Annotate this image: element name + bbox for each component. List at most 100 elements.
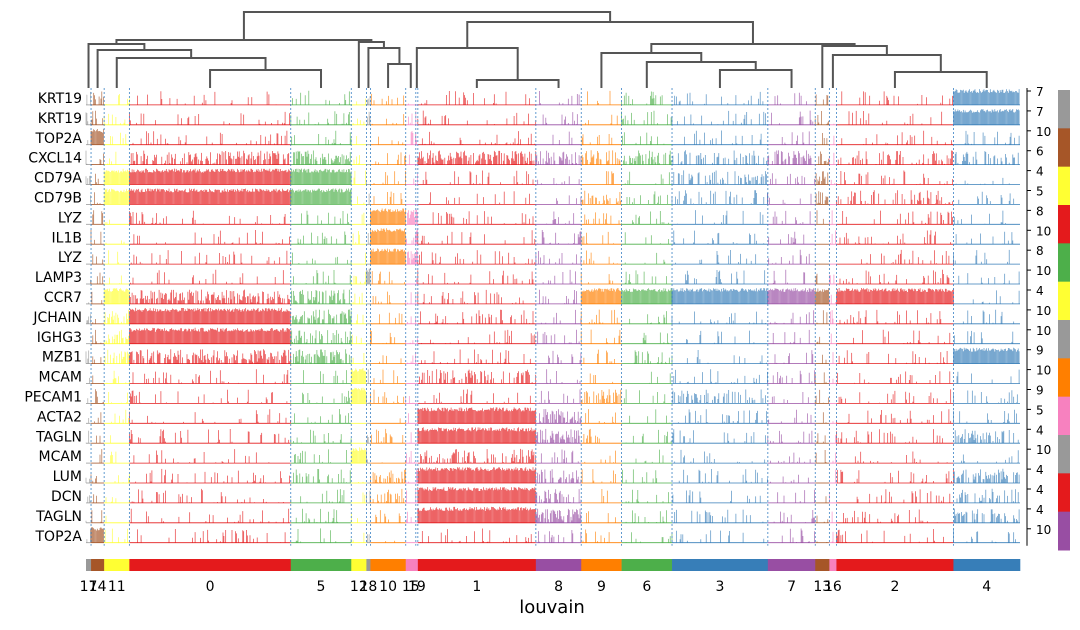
right-axis-label: 4 (1036, 503, 1044, 517)
right-axis-label: 10 (1036, 125, 1051, 139)
expression-bars-group-10 (370, 248, 406, 265)
expression-bars-group-6 (621, 110, 672, 125)
expression-bars-group-0 (129, 150, 290, 165)
colorbar-segment (1058, 166, 1070, 206)
expression-bars-group-19 (415, 132, 418, 145)
expression-bars-group-9 (581, 134, 613, 145)
expression-bars-group-13 (815, 191, 829, 205)
gene-label-cd79b: CD79B (34, 190, 82, 206)
expression-bars-group-11 (103, 188, 130, 205)
expression-bars-group-7 (772, 329, 810, 344)
expression-bars-group-9 (584, 450, 616, 464)
expression-bars-group-9 (581, 150, 621, 165)
expression-bars-group-7 (767, 193, 812, 205)
expression-bars-group-10 (370, 428, 404, 444)
track-row-cd79b (86, 188, 1020, 205)
expression-bars-group-14 (92, 329, 102, 344)
expression-bars-group-11 (104, 219, 130, 225)
expression-bars-group-9 (583, 250, 618, 265)
expression-bars-group-15 (405, 292, 412, 304)
expression-bars-group-12 (356, 98, 367, 105)
expression-bars-group-5 (303, 370, 347, 384)
expression-bars-group-17 (85, 430, 90, 444)
expression-bars-group-1 (417, 150, 537, 165)
expression-bars-group-17 (86, 91, 91, 105)
colorbar-segment (1058, 320, 1070, 359)
group-bar-18 (366, 559, 371, 571)
expression-bars-group-14 (91, 510, 103, 523)
expression-bars-group-7 (773, 510, 815, 523)
group-bar-16 (829, 559, 837, 571)
track-row-jchain (86, 307, 1020, 325)
expression-bars-group-12 (357, 196, 365, 205)
expression-bars-group-3 (674, 449, 766, 464)
expression-bars-group-15 (405, 396, 414, 404)
expression-bars-group-5 (290, 188, 352, 205)
expression-bars-group-13 (814, 111, 830, 125)
expression-bars-group-18 (366, 268, 371, 284)
expression-bars-group-18 (366, 96, 371, 105)
expression-bars-group-0 (137, 529, 286, 543)
expression-bars-group-17 (87, 495, 91, 503)
group-label-17: 17 (80, 579, 98, 595)
expression-bars-group-6 (629, 409, 670, 424)
expression-bars-group-14 (94, 412, 102, 424)
expression-bars-group-3 (686, 330, 755, 344)
expression-bars-group-15 (413, 178, 416, 185)
group-bar-17 (86, 559, 92, 571)
expression-bars-group-3 (672, 530, 765, 543)
expression-bars-group-7 (781, 131, 810, 145)
group-label-15: 15 (402, 579, 420, 595)
expression-bars-group-1 (417, 110, 537, 125)
expression-bars-group-9 (583, 428, 600, 444)
expression-bars-group-6 (624, 232, 669, 245)
dendrogram-branch (209, 69, 323, 88)
expression-bars-group-8 (535, 489, 582, 503)
expression-bars-group-0 (130, 508, 290, 523)
expression-bars-group-6 (624, 171, 670, 185)
expression-bars-group-2 (861, 249, 954, 265)
gene-label-tagln: TAGLN (35, 509, 82, 525)
expression-bars-group-2 (842, 210, 953, 225)
expression-bars-group-1 (417, 407, 537, 424)
expression-bars-group-4 (964, 130, 1020, 145)
group-label-8: 8 (554, 579, 563, 595)
dendrogram-branch (387, 63, 412, 88)
right-axis-label: 4 (1036, 423, 1044, 437)
group-label-5: 5 (317, 579, 326, 595)
gene-label-lamp3: LAMP3 (35, 270, 82, 286)
expression-bars-group-2 (841, 130, 953, 145)
expression-bars-group-5 (290, 111, 350, 125)
gene-label-top2a: TOP2A (35, 131, 83, 147)
expression-bars-group-0 (129, 307, 291, 324)
expression-bars-group-0 (133, 230, 290, 245)
expression-bars-group-0 (130, 250, 291, 265)
expression-bars-group-2 (854, 451, 948, 464)
expression-bars-group-7 (770, 452, 811, 464)
expression-bars-group-2 (848, 110, 943, 125)
expression-bars-group-6 (625, 429, 672, 444)
expression-bars-group-9 (580, 288, 622, 304)
right-axis-label: 4 (1036, 284, 1044, 298)
group-label-7: 7 (787, 579, 796, 595)
expression-bars-group-12 (362, 492, 366, 503)
expression-bars-group-12 (352, 118, 365, 125)
expression-bars-group-11 (103, 113, 126, 125)
expression-bars-group-6 (621, 288, 673, 304)
expression-bars-group-11 (109, 275, 122, 284)
expression-bars-group-2 (836, 288, 954, 304)
track-row-top2a (86, 129, 1020, 146)
track-row-lum (85, 467, 1020, 484)
expression-bars-group-7 (767, 150, 812, 165)
expression-bars-group-3 (674, 509, 764, 523)
expression-bars-group-2 (839, 269, 950, 284)
expression-bars-group-10 (399, 418, 406, 424)
expression-bars-group-6 (633, 350, 673, 364)
group-bar-4 (953, 559, 1021, 571)
expression-bars-group-5 (292, 252, 352, 265)
expression-bars-group-9 (580, 309, 620, 324)
expression-bars-group-8 (546, 211, 575, 225)
colorbar-segment (1058, 511, 1070, 551)
expression-bars-group-11 (106, 370, 130, 384)
expression-bars-group-8 (542, 269, 576, 284)
